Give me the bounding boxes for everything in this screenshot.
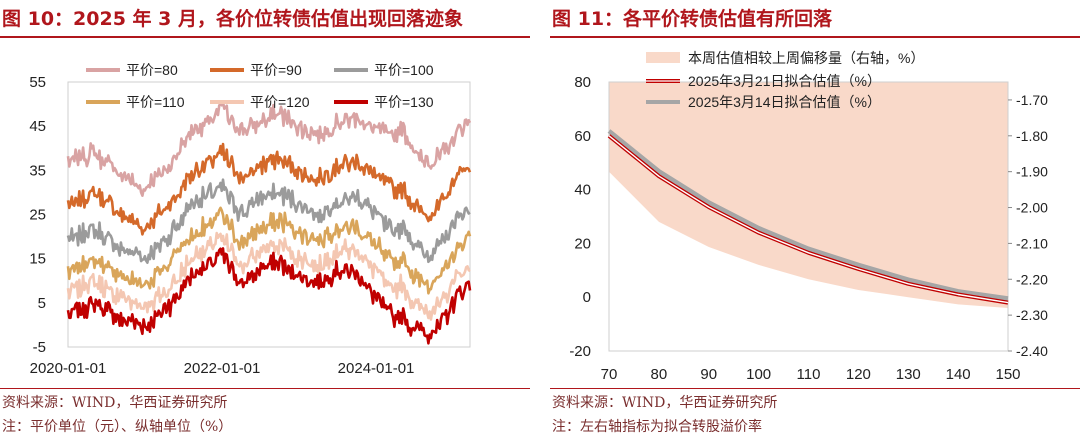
right-legend-label: 2025年3月21日拟合估值（%） (688, 73, 881, 89)
left-legend-label: 平价=120 (250, 94, 310, 110)
right-x-tick-label: 150 (995, 366, 1020, 383)
right-x-tick-label: 130 (896, 366, 921, 383)
left-series-line-100 (66, 178, 471, 264)
right-source-rule (550, 388, 1080, 389)
left-y-tick-label: -5 (33, 339, 46, 356)
left-series-line-90 (66, 142, 472, 236)
right-right-y-tick-label: -2.20 (1016, 271, 1048, 287)
right-x-tick-label: 70 (601, 366, 618, 383)
left-plot-frame (67, 81, 471, 348)
left-x-tick-label: 2022-01-01 (184, 360, 261, 377)
left-y-tick-label: 15 (29, 251, 46, 268)
right-left-y-tick-label: 20 (574, 235, 591, 252)
right-x-tick-label: 140 (946, 366, 971, 383)
right-right-y-tick-label: -1.70 (1016, 92, 1048, 108)
right-chart: -20 0 20 40 60 80 -1.70 -1.80 -1.90 -2.00 -2.10 -2.… (569, 50, 1048, 383)
left-series-line-80 (66, 100, 472, 197)
left-title-rule (0, 36, 530, 38)
right-x-tick-label: 100 (746, 366, 771, 383)
right-legend-label: 2025年3月14日拟合估值（%） (688, 94, 881, 110)
right-title-rule (550, 36, 1080, 38)
left-series-line-120 (66, 231, 471, 321)
right-series-line-0314 (607, 129, 1009, 301)
right-plot-frame (608, 81, 1009, 352)
left-series-line-110 (66, 206, 472, 295)
right-right-y-tick-label: -1.90 (1016, 164, 1048, 180)
left-chart: -5 5 15 25 35 45 55 2020-01-01 2022-01-01 2024-01… (29, 62, 472, 377)
right-right-y-tick-label: -2.10 (1016, 235, 1048, 251)
right-right-y-tick-label: -2.40 (1016, 343, 1048, 359)
right-note: 注：左右轴指标为拟合转股溢价率 (552, 419, 762, 435)
left-chart-title: 图 10：2025 年 3 月，各价位转债估值出现回落迹象 (2, 8, 464, 30)
left-legend-label: 平价=100 (374, 62, 434, 78)
left-legend-label: 平价=110 (126, 94, 185, 110)
left-source-rule (0, 388, 530, 389)
right-left-y-tick-label: 80 (574, 74, 591, 91)
right-x-tick-label: 120 (846, 366, 871, 383)
left-y-tick-label: 55 (29, 74, 46, 91)
left-legend-label: 平价=80 (126, 62, 178, 78)
right-legend-label: 本周估值相较上周偏移量（右轴，%） (688, 50, 924, 66)
right-left-y-tick-label: -20 (569, 343, 591, 360)
left-legend-label: 平价=130 (374, 94, 434, 110)
right-x-tick-label: 90 (700, 366, 717, 383)
right-left-y-tick-label: 0 (583, 289, 591, 306)
left-x-tick-label: 2024-01-01 (338, 360, 415, 377)
right-x-tick-label: 110 (797, 366, 821, 383)
right-source: 资料来源：WIND，华西证券研究所 (552, 395, 778, 411)
right-right-y-tick-label: -2.00 (1016, 200, 1048, 216)
right-legend-swatch-area (646, 52, 680, 63)
left-x-tick-label: 2020-01-01 (30, 360, 107, 377)
right-chart-title: 图 11：各平价转债估值有所回落 (552, 8, 833, 30)
left-series-line-130 (66, 247, 472, 345)
left-y-tick-label: 25 (29, 207, 46, 224)
left-note: 注：平价单位（元）、纵轴单位（%） (2, 419, 233, 435)
left-source: 资料来源：WIND，华西证券研究所 (2, 395, 228, 411)
left-y-tick-label: 45 (29, 118, 46, 135)
left-y-tick-label: 5 (38, 295, 46, 312)
left-y-tick-label: 35 (29, 162, 46, 179)
right-x-tick-label: 80 (651, 366, 668, 383)
right-left-y-tick-label: 40 (574, 182, 591, 199)
right-left-y-tick-label: 60 (574, 128, 591, 145)
right-right-y-tick-label: -2.30 (1016, 307, 1048, 323)
right-right-y-tick-label: -1.80 (1016, 128, 1048, 144)
right-series-line-0321-inner (608, 135, 1009, 304)
right-area-offset (609, 82, 1008, 308)
left-legend-label: 平价=90 (250, 62, 302, 78)
